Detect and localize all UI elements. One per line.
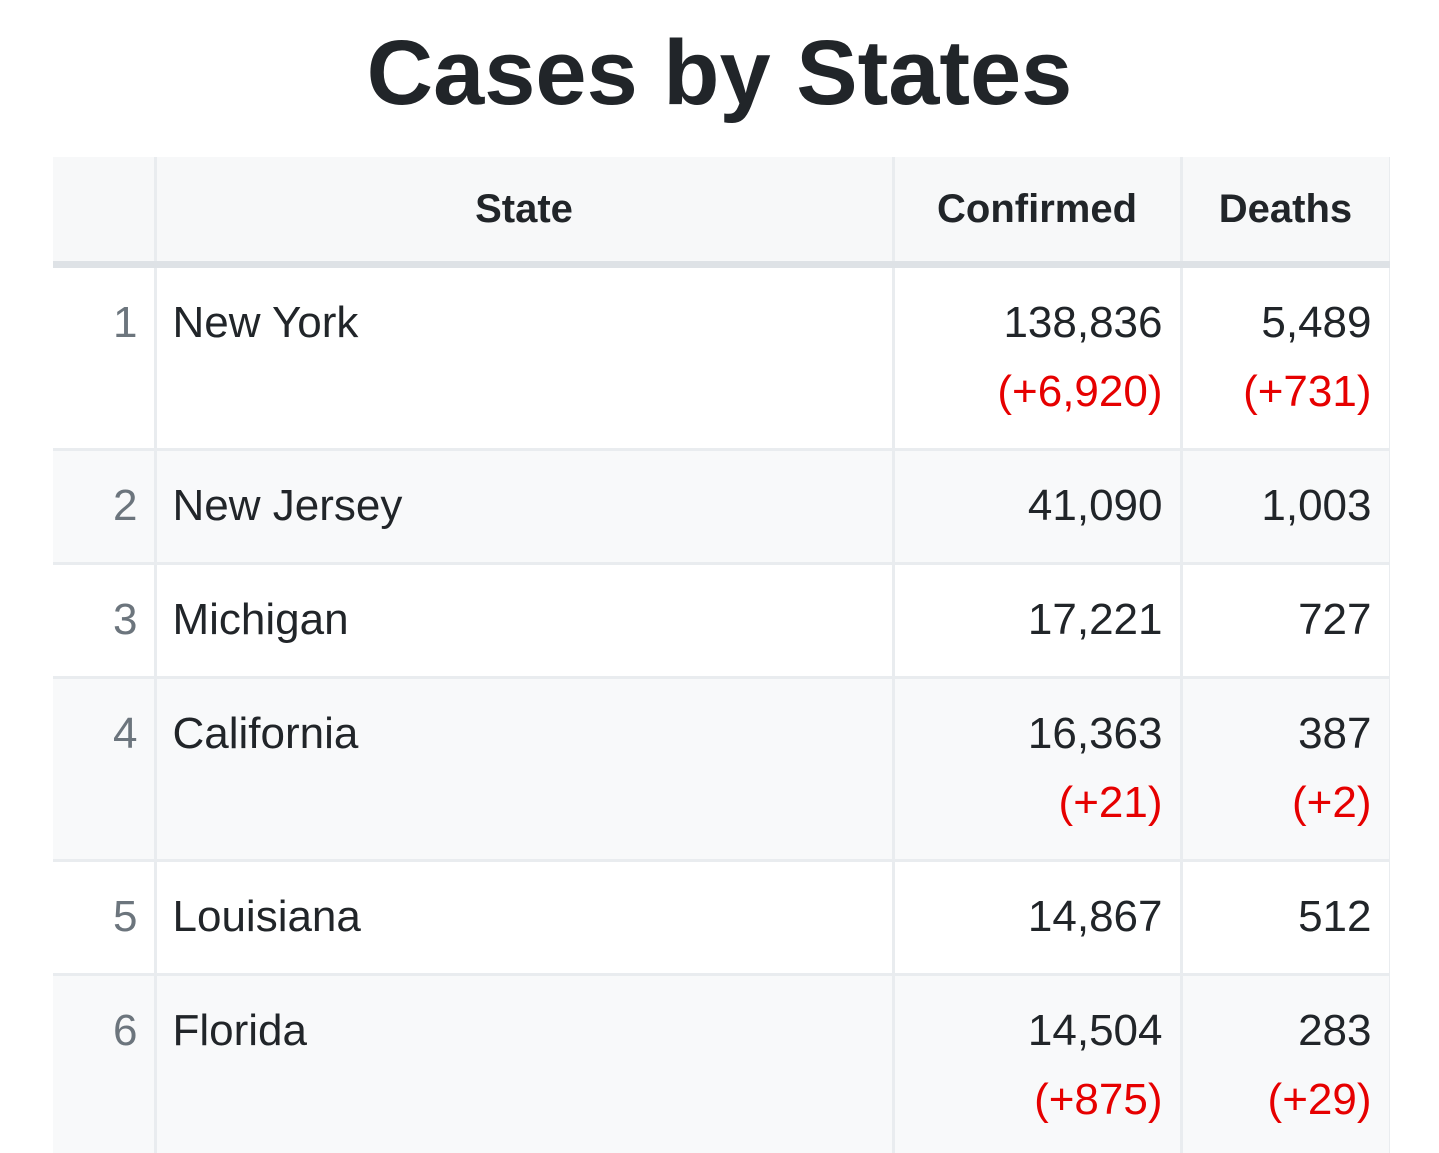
rank-cell: 5 — [53, 860, 157, 976]
deaths-cell: 387 (+2) — [1181, 677, 1390, 862]
deaths-cell: 283 (+29) — [1181, 974, 1390, 1153]
rank-cell: 6 — [53, 974, 157, 1153]
deaths-value: 1,003 — [1261, 481, 1372, 530]
header-row: State Confirmed Deaths — [53, 157, 1390, 268]
confirmed-cell: 14,867 — [893, 860, 1183, 976]
confirmed-delta: (+6,920) — [997, 367, 1163, 416]
confirmed-delta: (+21) — [1058, 778, 1163, 827]
deaths-cell: 727 — [1181, 563, 1390, 679]
confirmed-delta: (+875) — [1034, 1075, 1163, 1124]
deaths-delta: (+2) — [1292, 778, 1372, 827]
confirmed-column-header[interactable]: Confirmed — [893, 157, 1183, 268]
rank-column-header[interactable] — [53, 157, 157, 268]
confirmed-cell: 41,090 — [893, 449, 1183, 565]
state-column-header[interactable]: State — [155, 157, 895, 268]
table-row: 6 Florida 14,504 (+875) 283 (+29) — [53, 974, 1390, 1153]
confirmed-value: 14,504 — [1027, 1006, 1163, 1055]
confirmed-cell: 138,836 (+6,920) — [893, 264, 1183, 451]
deaths-delta: (+29) — [1267, 1075, 1372, 1124]
deaths-value: 283 — [1298, 1006, 1372, 1055]
table-row: 1 New York 138,836 (+6,920) 5,489 (+731) — [53, 264, 1390, 451]
confirmed-cell: 16,363 (+21) — [893, 677, 1183, 862]
deaths-value: 387 — [1298, 709, 1372, 758]
confirmed-value: 41,090 — [1027, 481, 1163, 530]
page-title: Cases by States — [366, 22, 1073, 124]
deaths-value: 727 — [1298, 595, 1372, 644]
state-cell: New York — [155, 264, 895, 451]
table-row: 3 Michigan 17,221 727 — [53, 563, 1390, 679]
rank-cell: 4 — [53, 677, 157, 862]
confirmed-value: 138,836 — [1003, 298, 1163, 347]
state-cell: California — [155, 677, 895, 862]
deaths-column-header[interactable]: Deaths — [1181, 157, 1390, 268]
confirmed-cell: 17,221 — [893, 563, 1183, 679]
table-header: State Confirmed Deaths — [53, 157, 1390, 268]
deaths-cell: 512 — [1181, 860, 1390, 976]
table-row: 5 Louisiana 14,867 512 — [53, 860, 1390, 976]
states-table: State Confirmed Deaths 1 New York 138,83… — [53, 157, 1390, 1153]
rank-cell: 3 — [53, 563, 157, 679]
confirmed-cell: 14,504 (+875) — [893, 974, 1183, 1153]
rank-cell: 1 — [53, 264, 157, 451]
table-row: 4 California 16,363 (+21) 387 (+2) — [53, 677, 1390, 862]
state-cell: Michigan — [155, 563, 895, 679]
confirmed-value: 17,221 — [1027, 595, 1163, 644]
deaths-cell: 5,489 (+731) — [1181, 264, 1390, 451]
table-row: 2 New Jersey 41,090 1,003 — [53, 449, 1390, 565]
confirmed-value: 14,867 — [1027, 892, 1163, 941]
deaths-delta: (+731) — [1243, 367, 1372, 416]
table-body: 1 New York 138,836 (+6,920) 5,489 (+731) 2… — [53, 264, 1390, 1153]
confirmed-value: 16,363 — [1027, 709, 1163, 758]
state-cell: Florida — [155, 974, 895, 1153]
rank-cell: 2 — [53, 449, 157, 565]
states-table-container: State Confirmed Deaths 1 New York 138,83… — [53, 157, 1390, 1153]
state-cell: New Jersey — [155, 449, 895, 565]
state-cell: Louisiana — [155, 860, 895, 976]
deaths-cell: 1,003 — [1181, 449, 1390, 565]
deaths-value: 5,489 — [1261, 298, 1372, 347]
deaths-value: 512 — [1298, 892, 1372, 941]
